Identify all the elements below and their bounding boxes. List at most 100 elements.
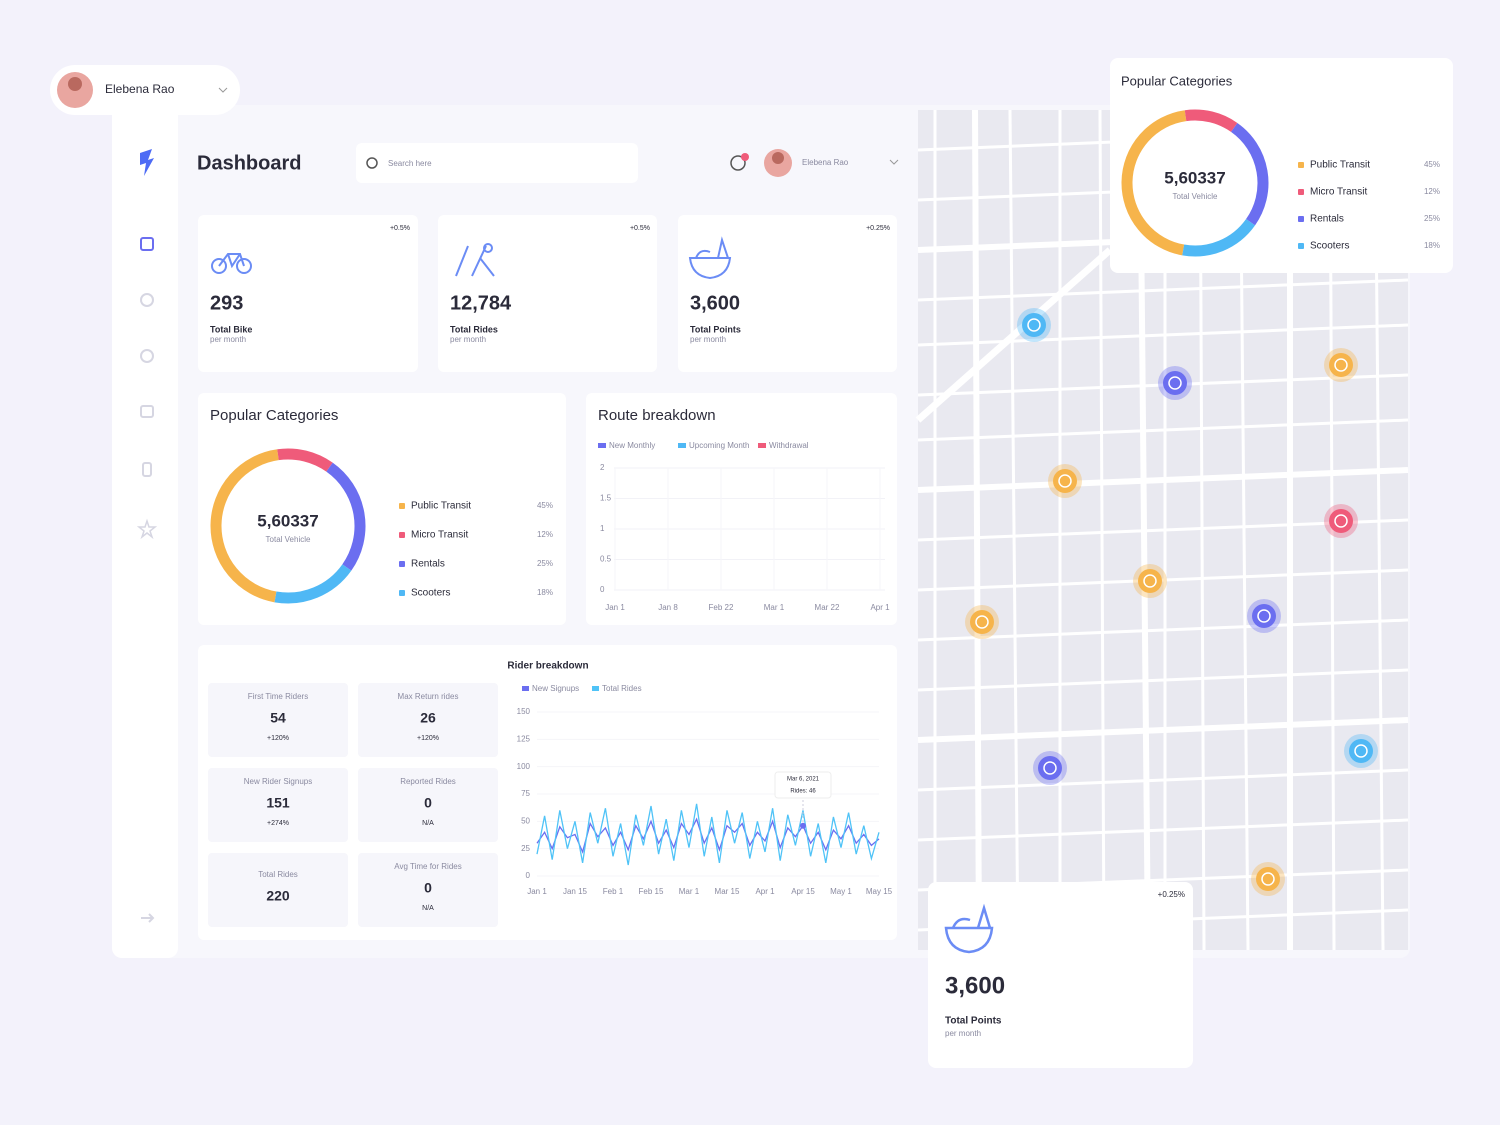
map-marker[interactable] [1017,308,1051,342]
card-title: Rider breakdown [507,661,588,672]
rider-stat-box [358,768,498,842]
notification-dot [741,153,749,161]
rider-stat-label: Reported Rides [400,777,456,786]
sidebar-icons [136,149,158,923]
rider-stat-value: 220 [266,888,290,904]
donut-segment [277,448,333,472]
notification-icon[interactable] [730,155,746,171]
rider-stat-label: New Rider Signups [244,777,312,786]
x-tick-label: Mar 15 [715,887,740,896]
map-marker[interactable] [1033,751,1067,785]
nav-icon[interactable] [136,518,158,540]
marker-dot [1053,469,1077,493]
marker-dot [1256,867,1280,891]
x-tick-label: Jan 15 [563,887,588,896]
stat-sub: per month [450,335,486,344]
y-tick-label: 1 [600,524,605,533]
y-tick-label: 100 [517,762,531,771]
map-marker[interactable] [1158,366,1192,400]
rider-section: Rider breakdown First Time Riders 54 +120% M… [208,661,893,927]
street [1008,109,1020,951]
nav-icon[interactable] [142,462,152,477]
marker-ring [975,615,989,629]
card-title: Popular Categories [1121,73,1233,88]
legend-label: Public Transit [1310,160,1370,171]
map-marker[interactable] [965,605,999,639]
legend-value: 45% [1424,160,1440,169]
map-marker[interactable] [1324,348,1358,382]
map-marker[interactable] [1247,599,1281,633]
y-tick-label: 0 [526,871,531,880]
x-tick-label: Mar 22 [815,603,840,612]
legend-swatch [399,561,405,567]
legend-value: 12% [537,530,553,539]
rider-stat-value: 151 [266,795,290,811]
street [1098,109,1106,951]
legend-label: Public Transit [411,501,471,512]
legend-value: 18% [1424,241,1440,250]
marker-dot [1329,509,1353,533]
logout-icon[interactable] [141,913,155,923]
marker-ring [1058,474,1072,488]
rider-stat-box [208,683,348,757]
rider-stat-value: 54 [270,710,286,726]
map-marker[interactable] [1324,504,1358,538]
rider-stat-label: Total Rides [258,870,298,879]
tooltip-text: Rides: 46 [790,789,816,795]
tooltip [774,771,832,799]
card-title: Popular Categories [210,407,338,424]
marker-ring [1168,376,1182,390]
legend-swatch [598,443,606,448]
user-chip[interactable] [50,65,240,115]
legend-label: Scooters [1310,241,1349,252]
chip-avatar-face [68,77,82,91]
rider-stat-label: First Time Riders [248,692,308,701]
street [917,373,1409,397]
marker-dot [1022,313,1046,337]
donut-segment [1182,218,1256,257]
map-marker[interactable] [1048,464,1082,498]
legend-value: 18% [537,588,553,597]
stat-sub: per month [690,335,726,344]
card-title: Route breakdown [598,407,716,424]
chip-arrow [218,87,228,93]
nav-icon[interactable] [140,405,154,418]
street [917,668,1409,692]
street [917,467,1409,493]
nav-icon[interactable] [140,237,154,251]
y-tick-label: 2 [600,463,605,472]
marker-dot [1252,604,1276,628]
rider-stat-value: 26 [420,710,436,726]
donut-total-label: Total Vehicle [266,535,311,544]
sidebar [112,105,178,958]
street [917,418,1409,442]
user-name[interactable]: Elebena Rao [802,158,849,167]
donut-segment [1121,110,1187,256]
nav-icon[interactable] [140,293,154,307]
chip-name: Elebena Rao [105,82,175,96]
legend-label: Withdrawal [769,441,809,450]
stat-value: 3,600 [945,972,1005,999]
map-marker[interactable] [1251,862,1285,896]
map-marker[interactable] [1133,564,1167,598]
bowl-icon [944,903,994,954]
marker-dot [970,610,994,634]
legend-label: Rentals [1310,214,1344,225]
line-series [536,803,880,866]
bowl-icon [688,236,732,280]
stat-sub: per month [945,1029,981,1038]
street [972,109,982,951]
marker-ring [1027,318,1041,332]
map-marker[interactable] [1344,734,1378,768]
stat-value: 12,784 [450,292,512,314]
donut-segment [326,462,366,571]
avatar-face [772,152,784,164]
stat-label: Total Points [945,1016,1002,1027]
search-icon [366,157,378,169]
search-box[interactable] [356,143,638,183]
logo [140,149,154,176]
nav-icon[interactable] [140,349,154,363]
rider-stat-box [358,683,498,757]
donut-total: 5,60337 [257,511,318,530]
